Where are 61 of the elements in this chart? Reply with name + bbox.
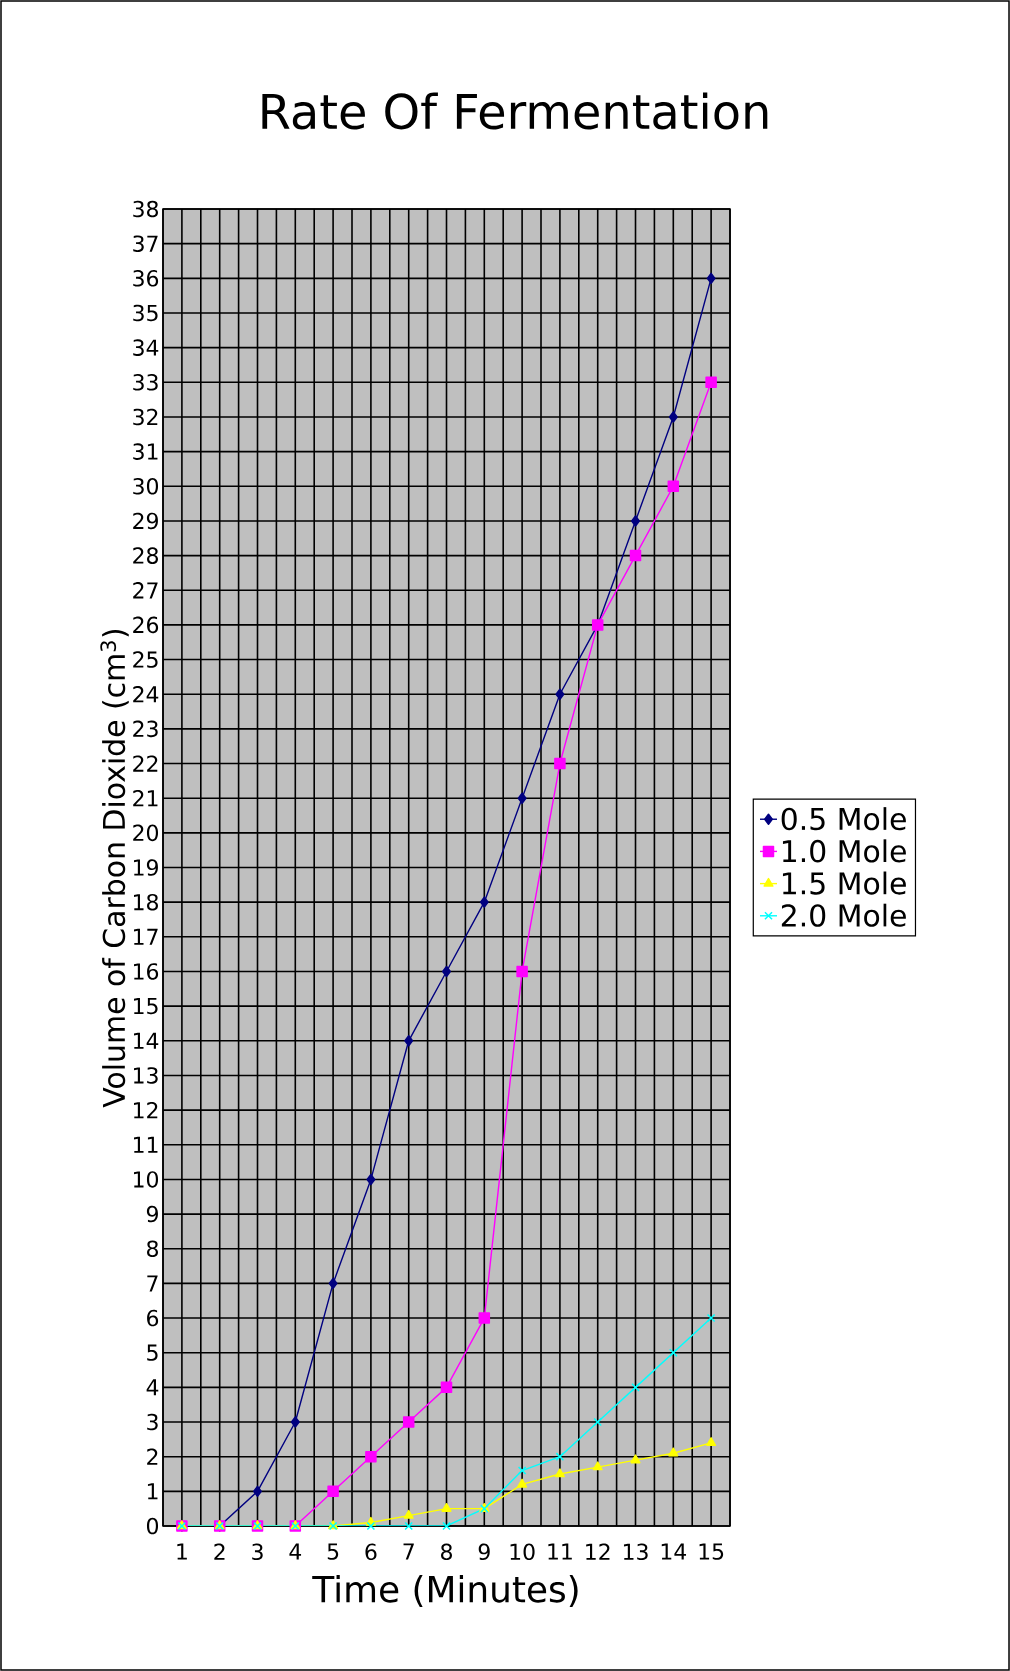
x-tick-label: 5 [327, 1543, 339, 1560]
y-tick-label: 37 [133, 235, 158, 252]
y-tick-label: 21 [133, 790, 158, 807]
y-tick-label: 4 [146, 1379, 159, 1396]
x-tick-label: 14 [661, 1543, 687, 1560]
y-tick-label: 16 [134, 963, 159, 980]
x-tick-label: 10 [510, 1543, 535, 1561]
y-tick-label: 22 [133, 755, 158, 772]
y-tick-label: 26 [133, 616, 159, 634]
y-tick-label: 12 [134, 1101, 158, 1119]
y-tick-label: 10 [134, 1171, 159, 1188]
legend-label: 0.5 Mole [781, 807, 906, 831]
y-tick-label: 30 [133, 477, 159, 495]
y-tick-label: 1 [147, 1483, 158, 1500]
y-tick-label: 7 [147, 1275, 158, 1292]
x-tick-label: 15 [699, 1543, 724, 1560]
y-tick-label: 31 [133, 443, 158, 460]
x-tick-label: 4 [289, 1543, 302, 1560]
y-tick-label: 6 [147, 1309, 159, 1327]
x-tick-label: 13 [623, 1543, 648, 1561]
y-tick-label: 17 [134, 928, 158, 945]
y-tick-label: 27 [133, 582, 158, 599]
y-tick-label: 14 [134, 1032, 159, 1049]
y-tick-label: 19 [134, 859, 158, 876]
y-tick-label: 13 [134, 1067, 158, 1084]
x-axis-title: Time (Minutes) [312, 1574, 578, 1607]
y-tick-label: 11 [134, 1136, 158, 1153]
y-tick-label: 8 [147, 1240, 158, 1258]
y-tick-label: 5 [147, 1344, 158, 1361]
y-tick-label: 29 [133, 512, 158, 530]
y-tick-label: 15 [134, 997, 158, 1015]
y-tick-label: 25 [133, 651, 158, 668]
y-tick-label: 34 [133, 339, 159, 356]
legend-label: 1.5 Mole [782, 871, 906, 895]
x-tick-label: 2 [214, 1543, 225, 1560]
x-tick-label: 6 [365, 1543, 377, 1561]
y-tick-label: 33 [133, 374, 158, 391]
x-tick-label: 8 [441, 1543, 452, 1561]
y-tick-label: 3 [147, 1413, 158, 1431]
y-tick-label: 38 [133, 200, 158, 218]
x-tick-label: 3 [252, 1543, 263, 1561]
y-tick-label: 18 [134, 893, 158, 911]
x-tick-label: 1 [177, 1543, 187, 1560]
y-axis-title: Volume of Carbon Dioxide (cm$^{3}$) [100, 629, 129, 1108]
y-tick-label: 32 [133, 408, 158, 426]
y-tick-label: 24 [133, 686, 159, 703]
y-tick-label: 9 [146, 1205, 158, 1223]
chart-title: Rate Of Fermentation [262, 92, 768, 130]
y-tick-label: 28 [133, 547, 158, 564]
x-tick-label: 7 [403, 1543, 414, 1560]
y-tick-label: 0 [146, 1517, 159, 1535]
y-tick-label: 35 [133, 304, 158, 322]
legend-label: 2.0 Mole [781, 903, 906, 927]
y-tick-label: 2 [147, 1448, 158, 1465]
y-tick-label: 36 [133, 270, 159, 287]
y-tick-label: 23 [133, 720, 158, 738]
x-tick-label: 11 [548, 1543, 572, 1560]
x-tick-label: 9 [478, 1543, 490, 1561]
y-tick-label: 20 [133, 824, 159, 842]
x-tick-label: 12 [586, 1543, 610, 1560]
legend-label: 1.0 Mole [782, 839, 906, 863]
